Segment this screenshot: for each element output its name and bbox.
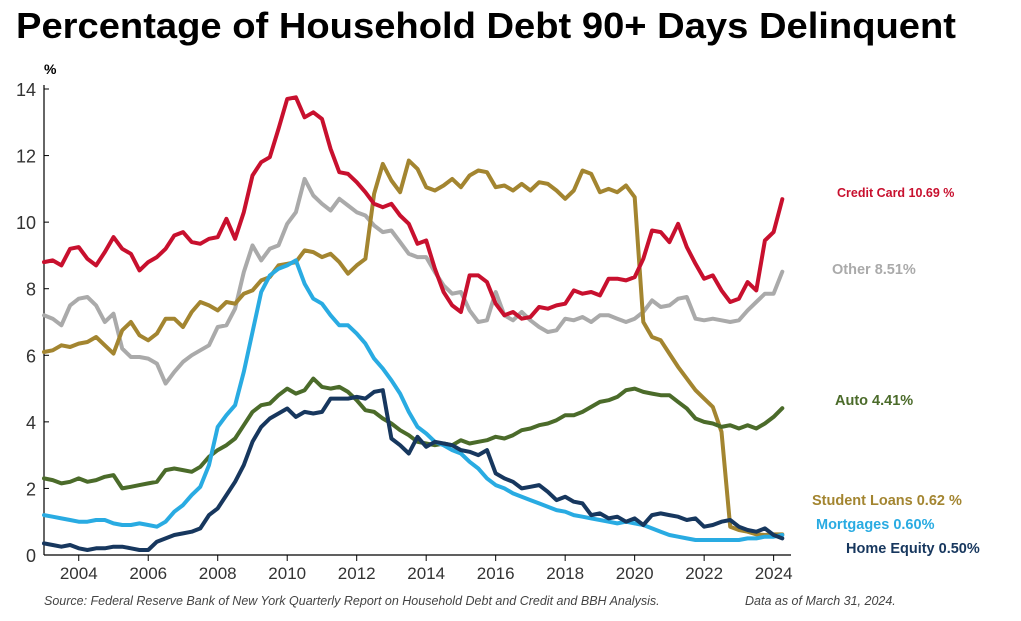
series-label-other: Other 8.51% [832,262,916,278]
series-line-home-equity [42,388,785,552]
series-label-mortgages: Mortgages 0.60% [816,517,935,533]
series-line-student-loans [42,158,785,537]
x-tick-label: 2006 [129,564,167,583]
y-tick-label: 2 [26,479,36,499]
series-line-credit-card [42,95,785,321]
series-labels: Credit Card 10.69 % Other 8.51% Student Lo… [812,186,980,557]
series-line-auto [42,376,785,491]
chart-title: Percentage of Household Debt 90+ Days De… [16,5,956,46]
series-label-auto: Auto 4.41% [835,393,913,409]
x-tick-label: 2016 [477,564,515,583]
series-label-student-loans: Student Loans 0.62 % [812,493,962,509]
axes: 0 2 4 6 8 10 12 14 2004 2006 2008 2010 2012 2014 2016 2… [16,80,793,583]
x-tick-label: 2024 [755,564,793,583]
y-tick-label: 14 [16,80,36,100]
x-tick-label: 2012 [338,564,376,583]
series-label-credit-card: Credit Card 10.69 % [837,186,954,200]
x-tick-label: 2008 [199,564,237,583]
y-axis-unit-label: % [44,61,57,77]
series-label-home-equity: Home Equity 0.50% [846,541,980,557]
x-tick-label: 2018 [546,564,584,583]
series-line-other [42,176,785,386]
x-tick-label: 2014 [407,564,445,583]
y-tick-label: 4 [26,413,36,433]
y-tick-label: 6 [26,346,36,366]
source-note: Source: Federal Reserve Bank of New York… [44,594,660,608]
data-as-of-note: Data as of March 31, 2024. [745,594,896,608]
x-tick-label: 2022 [685,564,723,583]
series-line-mortgages [42,258,785,542]
y-tick-label: 12 [16,147,36,167]
series-lines [42,95,785,552]
y-tick-label: 0 [26,546,36,566]
x-tick-label: 2010 [268,564,306,583]
x-tick-label: 2004 [60,564,98,583]
y-tick-label: 8 [26,280,36,300]
y-tick-label: 10 [16,213,36,233]
x-tick-label: 2020 [616,564,654,583]
